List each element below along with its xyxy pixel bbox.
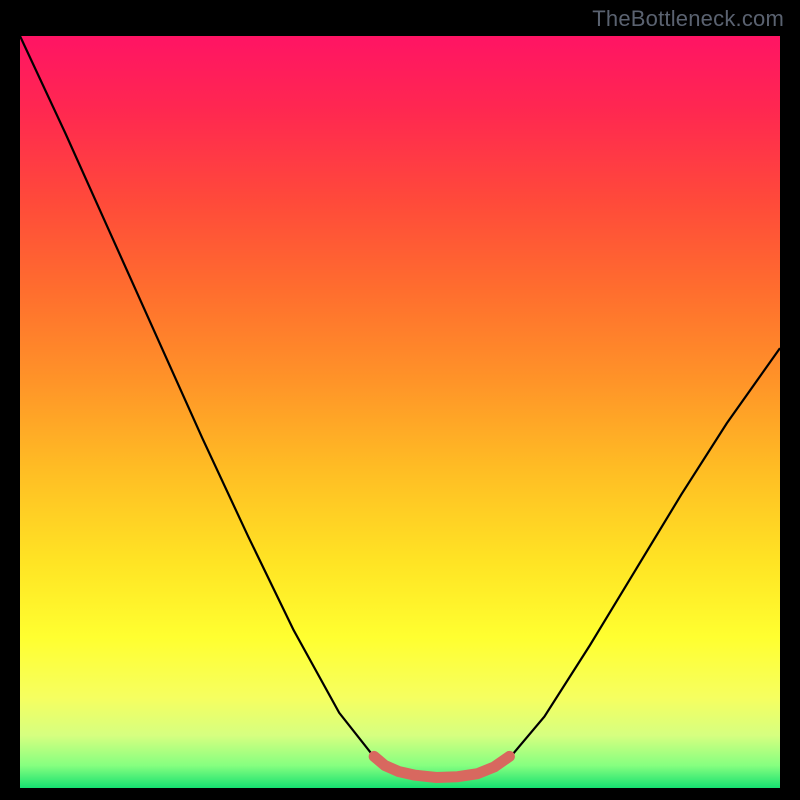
chart-gradient-background <box>20 36 780 788</box>
chart-frame <box>20 36 780 788</box>
bottleneck-curve-chart <box>20 36 780 788</box>
watermark-text: TheBottleneck.com <box>592 6 784 32</box>
